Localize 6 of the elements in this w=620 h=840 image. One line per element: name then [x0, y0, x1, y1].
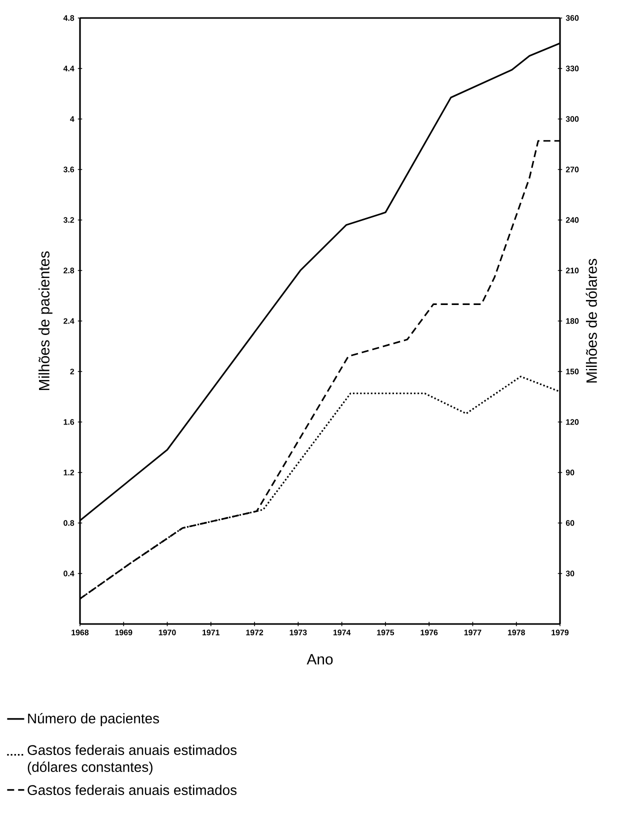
y2-axis-title: Milhões de dólares [586, 258, 597, 382]
legend-label: Gastos federais anuais estimados (dólares constantes) [28, 744, 237, 775]
legend-label: Gastos federais anuais estimados [28, 784, 237, 796]
legend-label: Número de pacientes [28, 713, 160, 726]
y-axis-title: Milhões de pacientes [38, 251, 52, 390]
x-axis-title: Ano [306, 654, 333, 665]
